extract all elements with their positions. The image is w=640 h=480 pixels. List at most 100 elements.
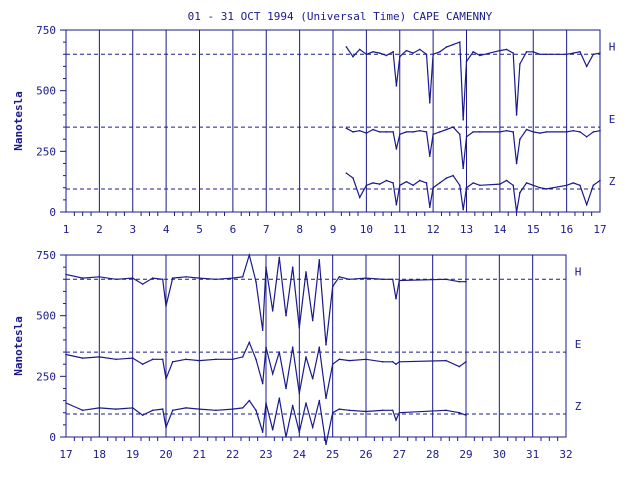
series-point-z — [331, 411, 334, 414]
x-tick-label: 26 — [359, 448, 372, 461]
series-point-z — [131, 407, 134, 409]
series-point-h — [171, 277, 174, 279]
series-point-z — [395, 419, 397, 421]
series-point-e — [499, 131, 501, 133]
series-point-e — [215, 358, 217, 361]
series-point-z — [255, 409, 257, 412]
y-tick-label: 500 — [36, 310, 56, 323]
series-point-e — [378, 131, 381, 133]
series-point-e — [255, 358, 257, 361]
series-point-z — [458, 411, 461, 414]
series-point-z — [545, 188, 548, 190]
series-point-e — [171, 360, 174, 363]
series-point-e — [81, 357, 84, 359]
y-axis-label: Nanotesla — [12, 316, 25, 376]
series-point-h — [198, 277, 201, 279]
series-point-h — [265, 266, 267, 268]
series-point-z — [452, 174, 454, 177]
series-point-e — [405, 131, 408, 133]
x-tick-label: 17 — [593, 223, 606, 236]
series-trace-h — [345, 41, 601, 120]
series-point-e — [472, 131, 474, 133]
x-tick-label: 29 — [459, 448, 472, 461]
series-point-e — [398, 133, 401, 136]
series-point-z — [365, 184, 368, 187]
series-point-h — [231, 277, 234, 279]
series-point-e — [465, 135, 468, 138]
series-point-e — [585, 135, 588, 138]
series-point-h — [151, 277, 154, 279]
series-point-h — [395, 85, 398, 87]
series-point-h — [599, 52, 601, 54]
x-tick-label: 5 — [196, 223, 203, 236]
series-point-h — [141, 283, 144, 285]
series-point-e — [231, 358, 234, 361]
series-point-h — [545, 53, 548, 56]
series-point-z — [432, 186, 434, 189]
component-label-h: H — [575, 265, 582, 278]
series-point-e — [458, 365, 461, 368]
component-label-h: H — [609, 40, 616, 53]
series-point-h — [391, 278, 394, 281]
series-point-h — [395, 297, 397, 300]
series-point-e — [452, 126, 454, 128]
series-point-e — [372, 128, 374, 131]
chart-title: 01 - 31 OCT 1994 (Universal Time) CAPE C… — [188, 10, 493, 23]
series-point-h — [525, 51, 528, 53]
series-point-e — [519, 138, 521, 140]
series-point-h — [412, 52, 414, 54]
series-point-z — [325, 443, 327, 446]
series-point-h — [352, 55, 354, 58]
series-point-e — [298, 392, 301, 395]
series-point-e — [385, 131, 388, 133]
series-point-e — [338, 358, 341, 361]
series-point-z — [171, 409, 174, 412]
series-point-e — [98, 356, 101, 358]
series-point-e — [305, 356, 307, 358]
series-point-h — [392, 51, 394, 53]
x-tick-label: 14 — [493, 223, 507, 236]
series-point-e — [592, 131, 595, 133]
series-point-h — [348, 278, 351, 281]
series-point-z — [519, 191, 521, 194]
series-point-e — [439, 131, 441, 133]
plot-frame — [65, 254, 567, 438]
series-point-e — [525, 128, 528, 131]
series-point-h — [572, 52, 575, 54]
series-point-e — [532, 131, 535, 133]
series-point-z — [381, 409, 384, 412]
series-point-h — [325, 343, 327, 346]
series-point-e — [318, 346, 321, 349]
series-point-h — [472, 51, 474, 53]
series-point-z — [185, 407, 187, 409]
series-point-e — [512, 131, 515, 133]
series-point-e — [161, 358, 164, 361]
series-point-z — [378, 183, 381, 185]
series-trace-z — [346, 172, 601, 213]
series-point-e — [465, 360, 467, 363]
series-point-h — [165, 305, 167, 307]
series-point-e — [241, 356, 244, 358]
x-tick-label: 27 — [393, 448, 406, 461]
series-point-h — [81, 277, 84, 279]
series-point-h — [519, 63, 521, 65]
series-point-h — [459, 41, 461, 43]
series-point-h — [98, 276, 101, 278]
series-point-z — [165, 426, 167, 429]
series-point-h — [445, 46, 448, 48]
series-point-h — [215, 278, 217, 281]
series-point-z — [512, 184, 515, 187]
series-point-e — [412, 131, 414, 133]
series-point-z — [395, 203, 398, 206]
series-point-z — [248, 399, 251, 402]
y-tick-label: 0 — [49, 431, 56, 444]
series-point-e — [381, 360, 384, 363]
series-point-h — [532, 51, 535, 53]
x-tick-label: 11 — [393, 223, 406, 236]
series-point-e — [459, 133, 461, 136]
series-point-e — [462, 167, 464, 170]
series-point-z — [412, 184, 414, 187]
series-point-h — [452, 43, 454, 46]
series-point-h — [248, 254, 251, 256]
series-point-z — [398, 411, 401, 414]
